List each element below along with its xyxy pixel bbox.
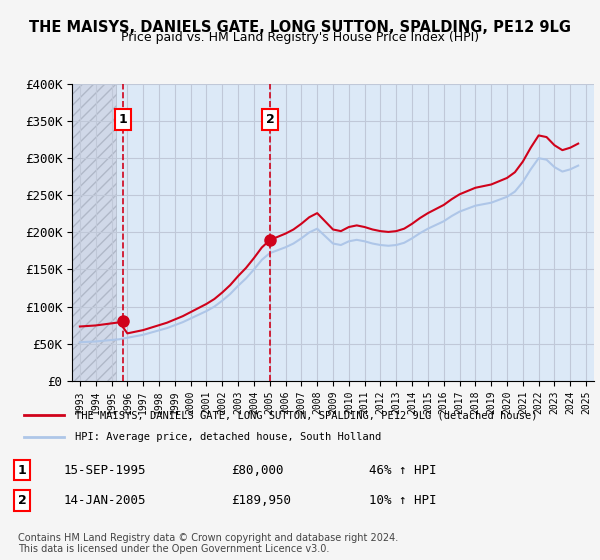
Text: 1: 1: [18, 464, 26, 477]
Text: £80,000: £80,000: [231, 464, 283, 477]
Text: Price paid vs. HM Land Registry's House Price Index (HPI): Price paid vs. HM Land Registry's House …: [121, 31, 479, 44]
Text: Contains HM Land Registry data © Crown copyright and database right 2024.
This d: Contains HM Land Registry data © Crown c…: [18, 533, 398, 554]
Text: £189,950: £189,950: [231, 494, 291, 507]
Text: THE MAISYS, DANIELS GATE, LONG SUTTON, SPALDING, PE12 9LG (detached house): THE MAISYS, DANIELS GATE, LONG SUTTON, S…: [76, 410, 538, 420]
Text: HPI: Average price, detached house, South Holland: HPI: Average price, detached house, Sout…: [76, 432, 382, 442]
Text: 2: 2: [18, 494, 26, 507]
Text: THE MAISYS, DANIELS GATE, LONG SUTTON, SPALDING, PE12 9LG: THE MAISYS, DANIELS GATE, LONG SUTTON, S…: [29, 20, 571, 35]
Text: 2: 2: [266, 113, 275, 126]
Text: 1: 1: [118, 113, 127, 126]
Text: 15-SEP-1995: 15-SEP-1995: [64, 464, 146, 477]
Bar: [72, 84, 116, 381]
Text: 46% ↑ HPI: 46% ↑ HPI: [369, 464, 437, 477]
Text: 14-JAN-2005: 14-JAN-2005: [64, 494, 146, 507]
Text: 10% ↑ HPI: 10% ↑ HPI: [369, 494, 437, 507]
